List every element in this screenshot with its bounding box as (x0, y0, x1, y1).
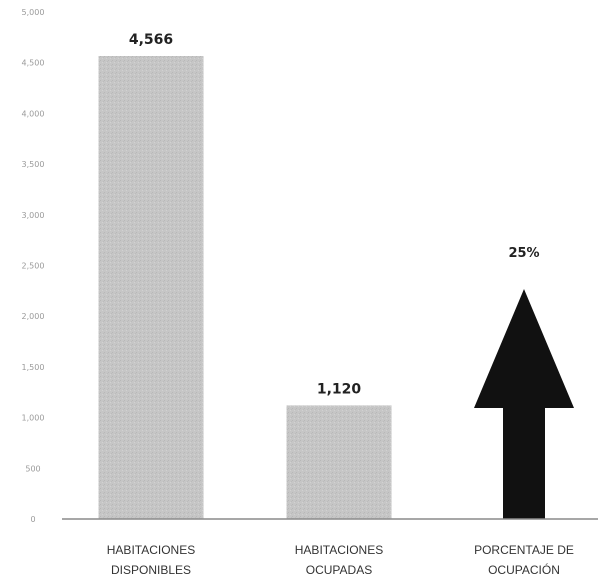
y-tick-label: 1,500 (22, 363, 45, 372)
y-tick-label: 2,500 (22, 262, 45, 271)
y-tick-label: 500 (25, 464, 40, 473)
x-category-label: DISPONIBLES (111, 563, 191, 577)
y-tick-label: 3,500 (22, 160, 45, 169)
x-category-label: HABITACIONES (107, 543, 195, 557)
y-tick-label: 4,000 (22, 109, 45, 118)
percentage-label: 25% (508, 246, 539, 261)
x-category-label: OCUPADAS (306, 563, 372, 577)
up-arrow-icon (474, 289, 574, 519)
y-tick-label: 0 (30, 515, 35, 524)
x-category-label: OCUPACIÓN (488, 562, 560, 577)
bar-value-label: 4,566 (129, 32, 173, 48)
y-tick-label: 4,500 (22, 59, 45, 68)
y-tick-label: 2,000 (22, 312, 45, 321)
y-tick-label: 1,000 (22, 414, 45, 423)
x-category-label: PORCENTAJE DE (474, 543, 574, 557)
x-axis-labels: HABITACIONES DISPONIBLES HABITACIONES OCUPA… (107, 543, 574, 577)
y-tick-label: 3,000 (22, 211, 45, 220)
y-axis: 0 500 1,000 1,500 2,000 2,500 3,000 3,500 4,000 4… (22, 8, 45, 524)
x-category-label: HABITACIONES (295, 543, 383, 557)
bars-group: 4,566 1,120 (98, 32, 392, 519)
y-tick-label: 5,000 (22, 8, 45, 17)
indicator-group: 25% (474, 246, 574, 519)
bar (98, 56, 204, 519)
bar-value-label: 1,120 (317, 381, 362, 397)
bar (286, 405, 392, 519)
